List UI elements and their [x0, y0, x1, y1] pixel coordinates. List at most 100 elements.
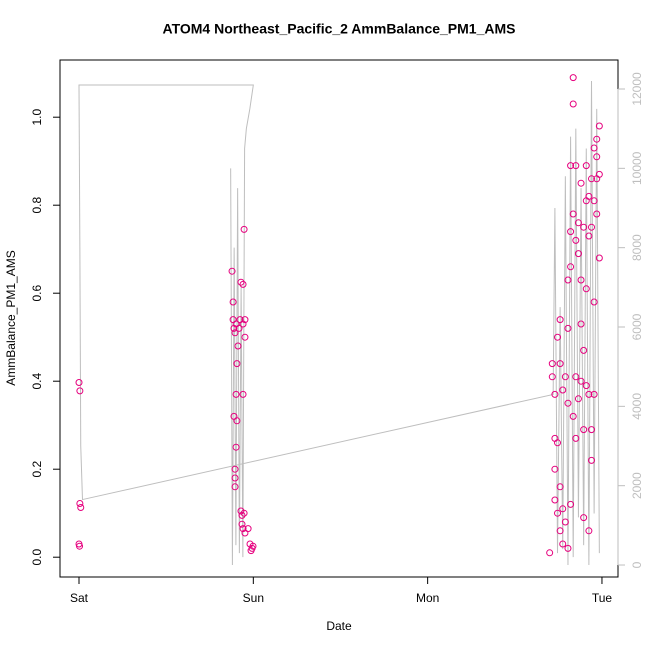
data-point — [564, 324, 572, 332]
data-point — [590, 298, 598, 306]
data-point — [239, 320, 247, 328]
data-point — [239, 390, 247, 398]
data-point — [77, 503, 85, 511]
data-point — [569, 100, 577, 108]
y-tick-label: 0.6 — [30, 285, 44, 302]
data-point — [237, 278, 245, 286]
data-point — [572, 434, 580, 442]
data-point — [569, 210, 577, 218]
data-point — [232, 390, 240, 398]
data-point — [556, 527, 564, 535]
data-point — [235, 324, 243, 332]
data-point — [231, 329, 239, 337]
data-point — [76, 500, 84, 508]
x-axis-label: Date — [326, 619, 352, 633]
data-point — [556, 360, 564, 368]
data-point — [572, 373, 580, 381]
data-point — [76, 542, 84, 550]
data-point — [564, 399, 572, 407]
x-tick-label: Mon — [416, 591, 439, 605]
data-point — [239, 525, 247, 533]
data-point — [577, 320, 585, 328]
y2-tick-label: 12000 — [630, 72, 644, 106]
data-point — [564, 276, 572, 284]
y-tick-label: 0.0 — [30, 549, 44, 566]
data-point — [593, 153, 601, 161]
y2-tick-label: 0 — [630, 561, 644, 568]
data-point — [231, 465, 239, 473]
data-point — [559, 505, 567, 513]
data-point — [241, 316, 249, 324]
data-point — [556, 483, 564, 491]
data-point — [548, 360, 556, 368]
data-point — [564, 544, 572, 552]
data-point — [582, 285, 590, 293]
data-point — [234, 342, 242, 350]
data-point — [551, 496, 559, 504]
data-point — [228, 267, 236, 275]
y-axis-label: AmmBalance_PM1_AMS — [4, 250, 18, 385]
x-tick-label: Sun — [243, 591, 264, 605]
data-point — [582, 382, 590, 390]
x-tick-label: Tue — [592, 591, 613, 605]
y2-tick-label: 4000 — [630, 393, 644, 420]
data-point — [593, 210, 601, 218]
y2-tick-label: 8000 — [630, 234, 644, 261]
data-point — [556, 316, 564, 324]
data-point — [559, 386, 567, 394]
data-point — [574, 395, 582, 403]
data-point — [590, 144, 598, 152]
data-point — [240, 509, 248, 517]
data-point — [588, 175, 596, 183]
data-point — [588, 426, 596, 434]
data-point — [551, 390, 559, 398]
data-point — [241, 333, 249, 341]
data-point — [595, 122, 603, 130]
data-point — [588, 456, 596, 464]
data-point — [585, 232, 593, 240]
data-point — [231, 483, 239, 491]
y2-tick-label: 10000 — [630, 151, 644, 185]
data-point — [76, 387, 84, 395]
data-point — [559, 540, 567, 548]
data-point — [590, 390, 598, 398]
data-point — [588, 223, 596, 231]
data-point — [593, 135, 601, 143]
data-point — [233, 417, 241, 425]
data-point — [572, 236, 580, 244]
x-tick-label: Sat — [70, 591, 89, 605]
data-point — [240, 225, 248, 233]
data-point — [585, 390, 593, 398]
data-point — [249, 542, 257, 550]
data-point — [590, 197, 598, 205]
data-point — [574, 219, 582, 227]
data-point — [554, 509, 562, 517]
data-point — [585, 192, 593, 200]
data-point — [229, 298, 237, 306]
data-point — [580, 426, 588, 434]
data-point — [567, 228, 575, 236]
data-point — [244, 525, 252, 533]
chart-title: ATOM4 Northeast_Pacific_2 AmmBalance_PM1… — [163, 21, 516, 37]
plot-box — [59, 59, 619, 578]
data-point — [582, 162, 590, 170]
data-point — [247, 547, 255, 555]
data-point — [577, 179, 585, 187]
y-tick-label: 0.2 — [30, 461, 44, 478]
data-point — [567, 500, 575, 508]
data-point — [561, 518, 569, 526]
data-point — [239, 280, 247, 288]
data-point — [580, 514, 588, 522]
data-line — [78, 81, 600, 566]
data-point — [554, 439, 562, 447]
data-point — [75, 379, 83, 387]
data-point — [232, 443, 240, 451]
data-point — [577, 377, 585, 385]
data-point — [231, 474, 239, 482]
data-point — [238, 520, 246, 528]
y2-tick-label: 2000 — [630, 472, 644, 499]
data-point — [567, 263, 575, 271]
data-point — [577, 276, 585, 284]
data-point — [546, 549, 554, 557]
